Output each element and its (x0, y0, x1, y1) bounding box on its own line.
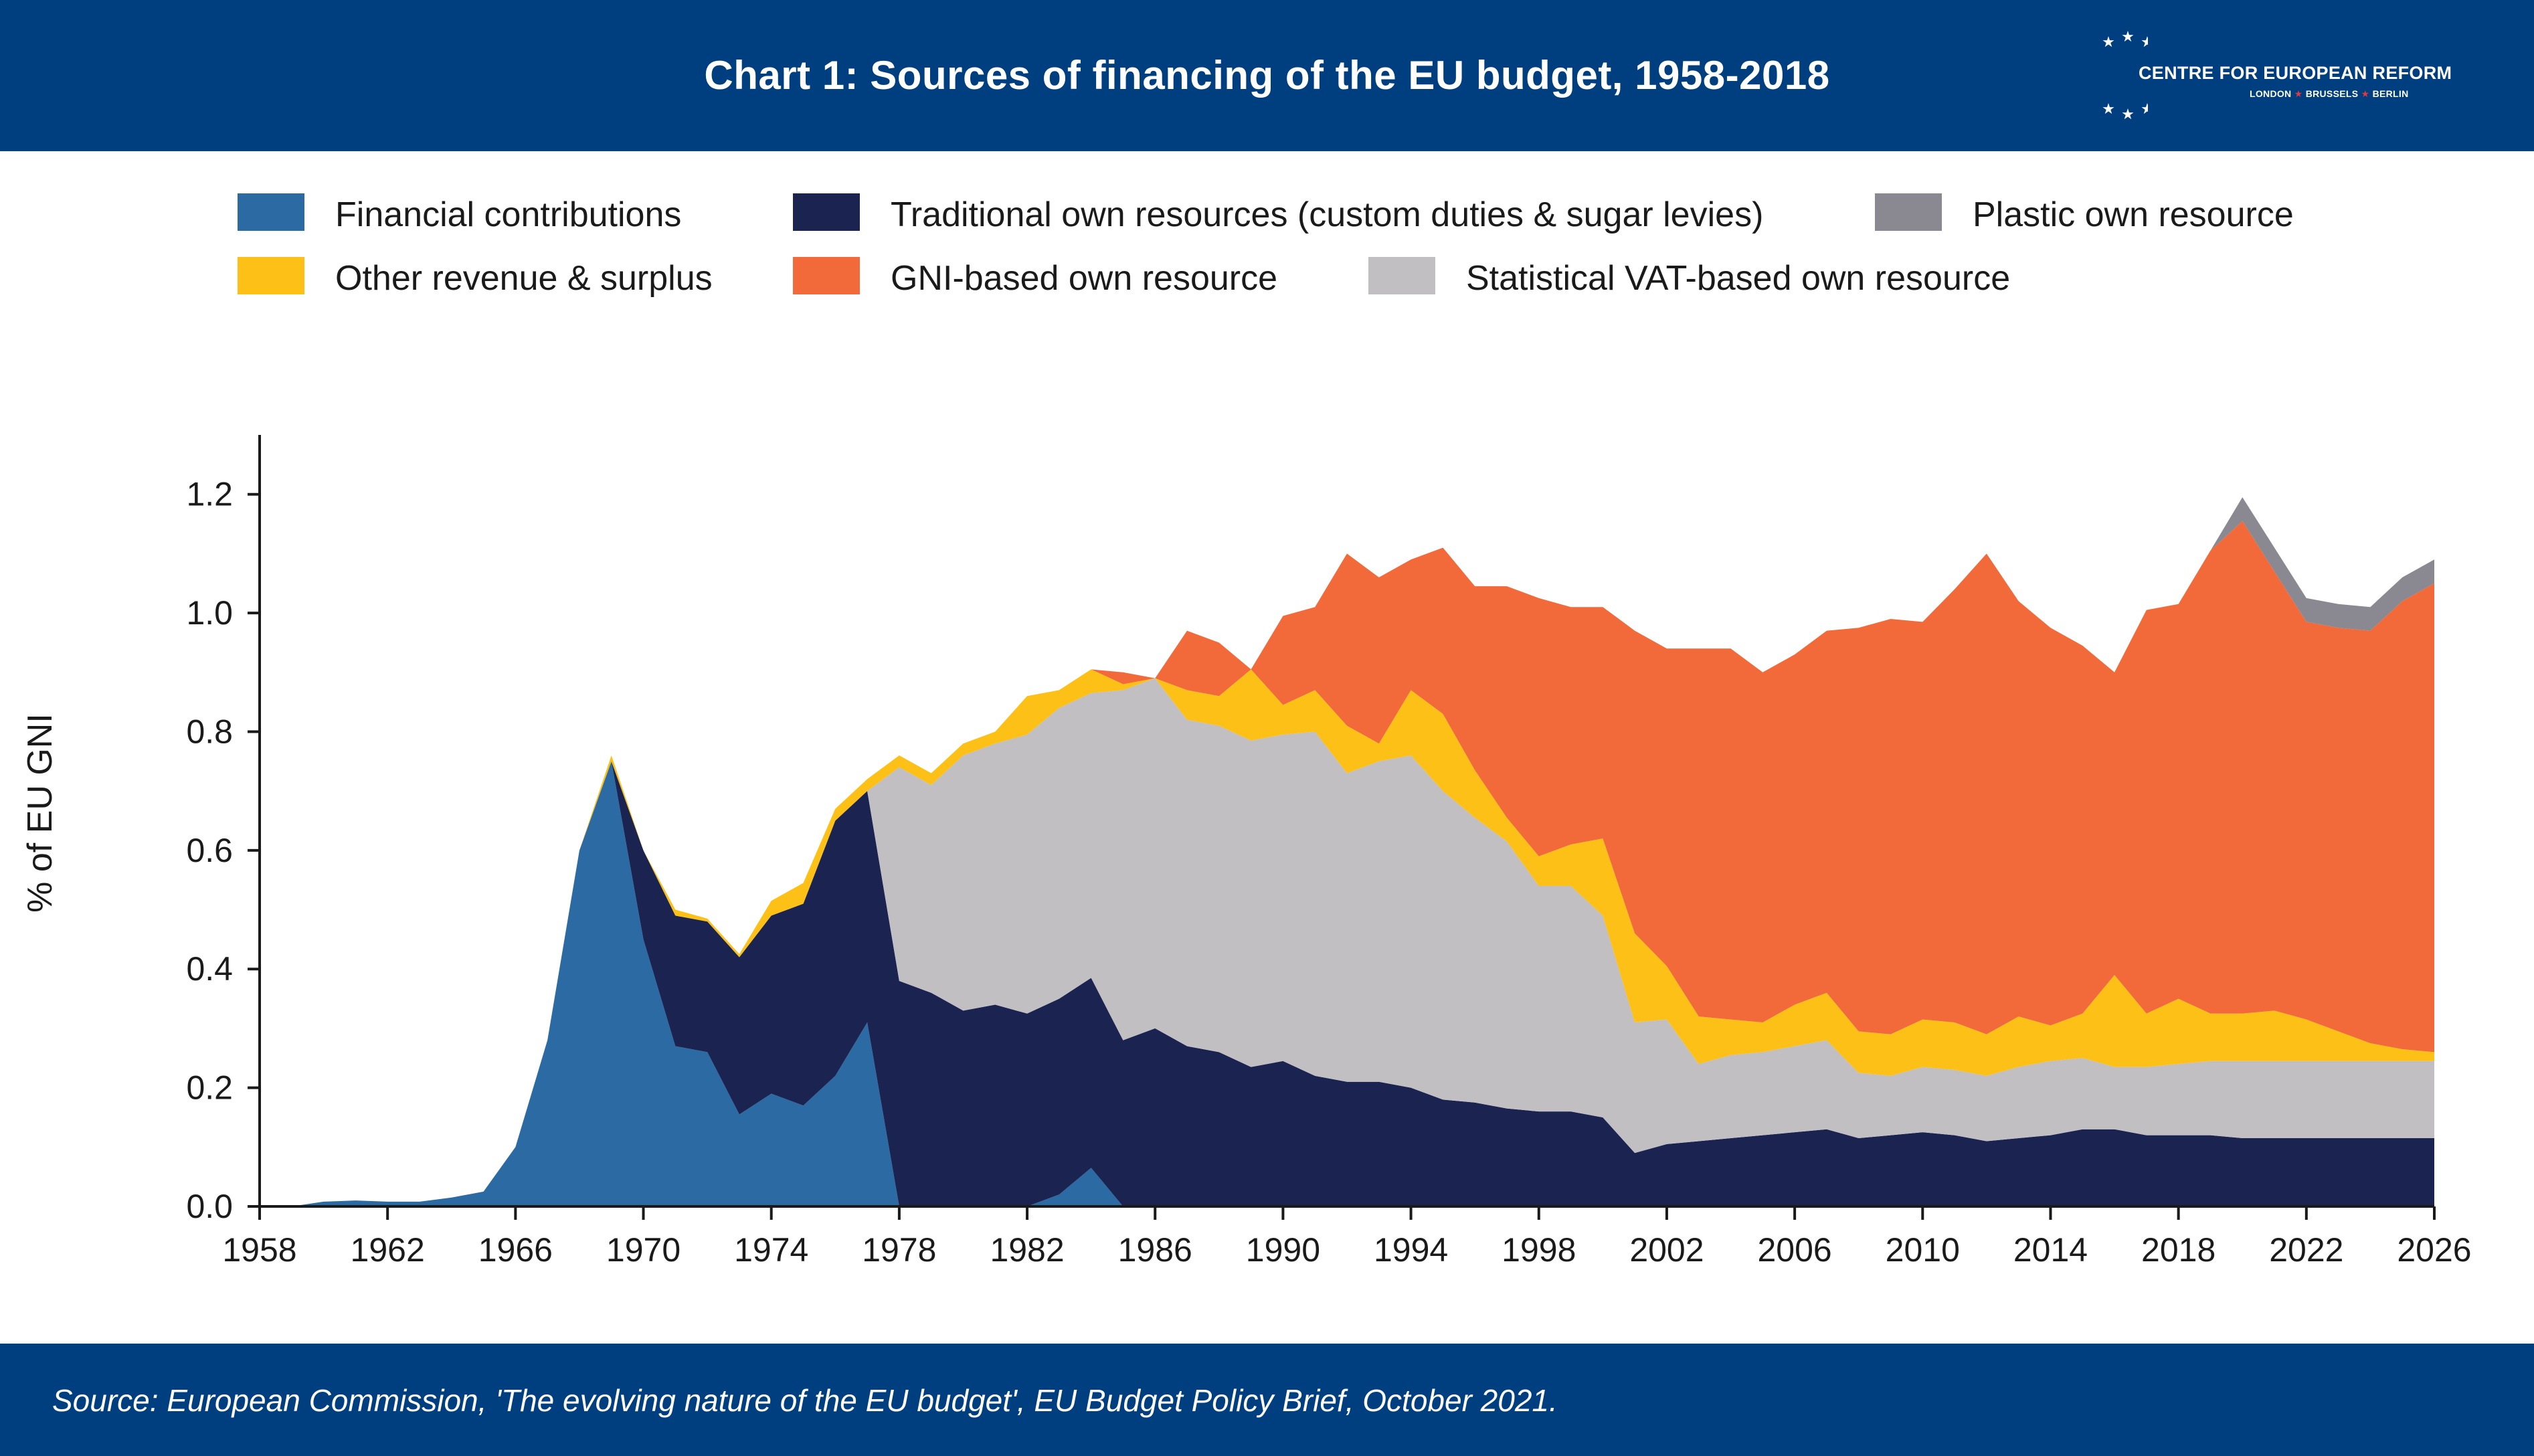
chart-legend: Financial contributions Traditional own … (0, 181, 2534, 314)
x-tick-label: 2018 (2141, 1231, 2215, 1269)
legend-swatch (793, 193, 860, 231)
legend-swatch (238, 193, 304, 231)
chart-areas (260, 497, 2434, 1207)
stacked-area-chart: 0.0 0.2 0.4 0.6 0.8 1.0 1.2 1958 1962 1966 1970 197… (186, 435, 2472, 1269)
x-tick-label: 1990 (1246, 1231, 1320, 1269)
logo-star-ring: ★★★★★★★★★ (2102, 28, 2148, 122)
x-tick-label: 1974 (734, 1231, 808, 1269)
legend-swatch (793, 257, 860, 294)
star-icon: ★ (2141, 33, 2148, 50)
y-tick-label: 1.0 (186, 594, 233, 632)
star-icon: ★ (2141, 100, 2148, 117)
y-tick-label: 1.2 (186, 476, 233, 513)
logo-name: CENTRE FOR EUROPEAN REFORM (2139, 63, 2452, 83)
x-tick-label: 1994 (1374, 1231, 1448, 1269)
logo-city-berlin: BERLIN (2372, 88, 2409, 99)
legend-swatch (1875, 193, 1942, 231)
x-tick-label: 1978 (862, 1231, 936, 1269)
header-bar: Chart 1: Sources of financing of the EU … (0, 0, 2534, 151)
star-icon: ★ (2291, 88, 2306, 99)
area-series-vat (260, 678, 2434, 1206)
cer-logo: ★★★★★★★★★ CENTRE FOR EUROPEAN REFORM LON… (2101, 21, 2476, 128)
area-series-traditional (260, 761, 2434, 1206)
star-icon: ★ (2358, 88, 2373, 99)
x-tick-label: 2002 (1629, 1231, 1704, 1269)
logo-city-london: LONDON (2250, 88, 2292, 99)
legend-label: GNI-based own resource (891, 259, 1278, 298)
x-tick-label: 1998 (1502, 1231, 1576, 1269)
footer-bar: Source: European Commission, 'The evolvi… (0, 1344, 2534, 1456)
legend-label: Financial contributions (335, 195, 682, 234)
legend-swatch (1368, 257, 1435, 294)
legend-swatch (238, 257, 304, 294)
legend-label: Plastic own resource (1973, 195, 2294, 234)
logo-cities: LONDON ★ BRUSSELS ★ BERLIN (2250, 88, 2409, 100)
x-tick-label: 1962 (351, 1231, 425, 1269)
x-tick-label: 2014 (2013, 1231, 2088, 1269)
star-icon: ★ (2121, 28, 2135, 45)
source-note: Source: European Commission, 'The evolvi… (52, 1383, 1558, 1418)
y-tick-label: 0.4 (186, 950, 233, 988)
x-tick-label: 2006 (1758, 1231, 1832, 1269)
star-icon: ★ (2102, 100, 2115, 117)
x-tick-label: 1982 (990, 1231, 1064, 1269)
x-tick-label: 2010 (1886, 1231, 1960, 1269)
x-tick-label: 1970 (606, 1231, 681, 1269)
logo-city-brussels: BRUSSELS (2305, 88, 2359, 99)
chart-axes: 0.0 0.2 0.4 0.6 0.8 1.0 1.2 1958 1962 1966 1970 197… (186, 435, 2472, 1269)
legend-label: Statistical VAT-based own resource (1466, 259, 2011, 298)
legend-label: Other revenue & surplus (335, 259, 713, 298)
x-tick-label: 2022 (2269, 1231, 2343, 1269)
x-tick-label: 1986 (1118, 1231, 1192, 1269)
legend-label: Traditional own resources (custom duties… (891, 195, 1764, 234)
chart-title: Chart 1: Sources of financing of the EU … (704, 53, 1830, 98)
area-series-other (260, 669, 2434, 1206)
y-tick-label: 0.8 (186, 713, 233, 750)
area-series-gni (260, 521, 2434, 1207)
star-icon: ★ (2102, 33, 2115, 50)
x-tick-label: 1966 (478, 1231, 553, 1269)
y-axis-label: % of EU GNI (21, 713, 60, 913)
y-tick-label: 0.2 (186, 1069, 233, 1107)
y-tick-label: 0.6 (186, 832, 233, 869)
y-tick-label: 0.0 (186, 1188, 233, 1225)
x-tick-label: 1958 (222, 1231, 296, 1269)
x-tick-label: 2026 (2397, 1231, 2471, 1269)
star-icon: ★ (2121, 106, 2135, 122)
